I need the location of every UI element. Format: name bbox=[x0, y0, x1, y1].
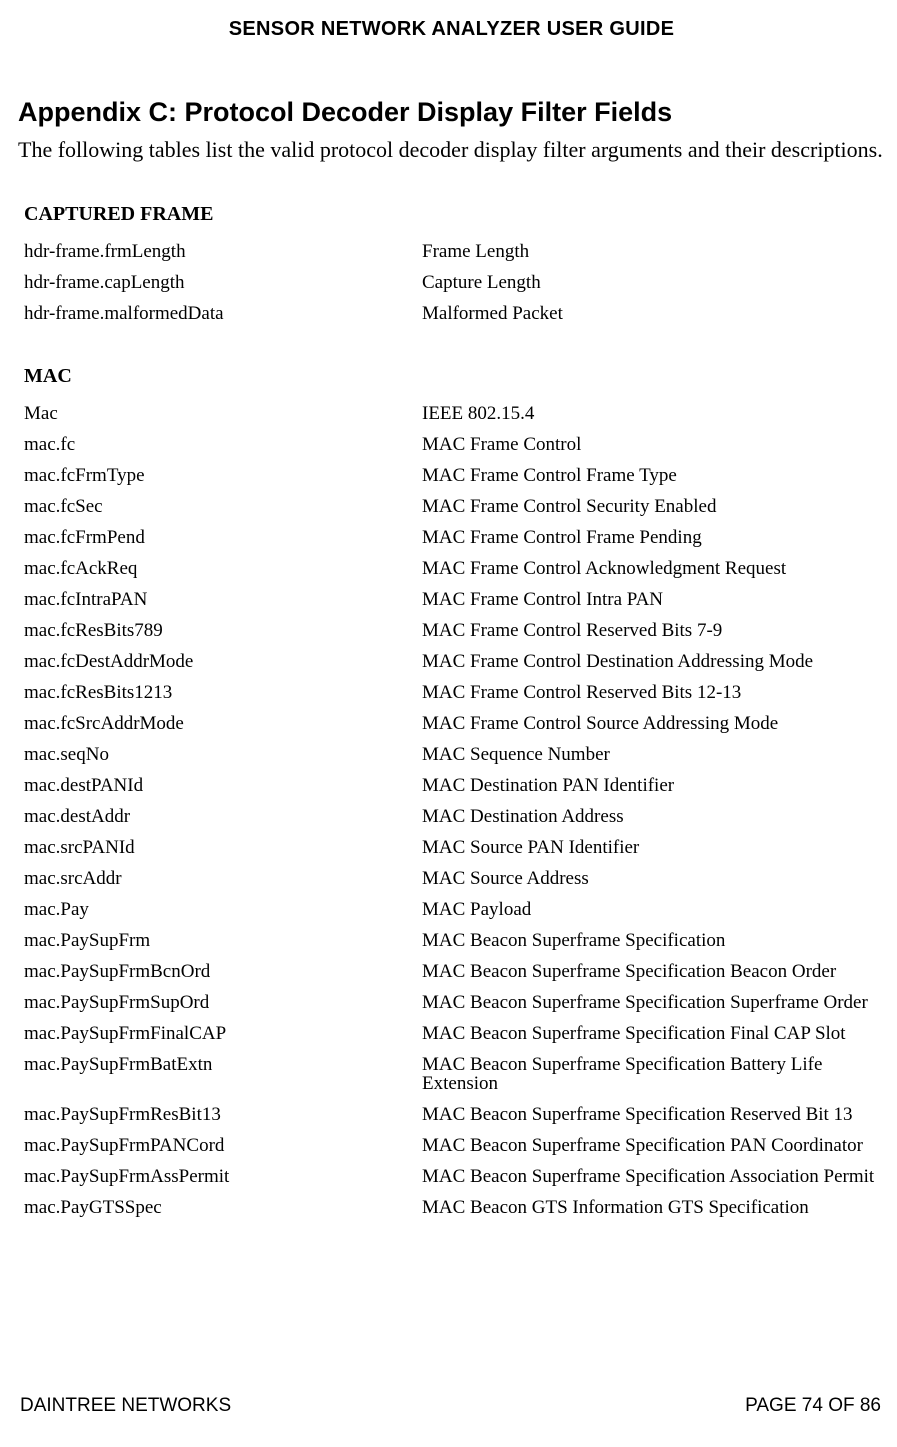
field-name-cell: mac.srcAddr bbox=[24, 869, 422, 888]
table-row: mac.fcFrmPendMAC Frame Control Frame Pen… bbox=[24, 522, 885, 553]
field-desc-cell: MAC Frame Control Source Addressing Mode bbox=[422, 714, 885, 733]
field-name-cell: mac.seqNo bbox=[24, 745, 422, 764]
field-desc-cell: MAC Sequence Number bbox=[422, 745, 885, 764]
field-name-cell: mac.destPANId bbox=[24, 776, 422, 795]
table-row: mac.fcResBits789MAC Frame Control Reserv… bbox=[24, 615, 885, 646]
field-name-cell: mac.PayGTSSpec bbox=[24, 1198, 422, 1217]
field-desc-cell: MAC Beacon Superframe Specification PAN … bbox=[422, 1136, 885, 1155]
field-desc-cell: MAC Destination PAN Identifier bbox=[422, 776, 885, 795]
field-desc-cell: MAC Frame Control Intra PAN bbox=[422, 590, 885, 609]
section-heading: MAC bbox=[24, 365, 885, 388]
table-row: mac.PaySupFrmBcnOrdMAC Beacon Superframe… bbox=[24, 956, 885, 987]
table-row: mac.PaySupFrmFinalCAPMAC Beacon Superfra… bbox=[24, 1018, 885, 1049]
field-desc-cell: MAC Beacon Superframe Specification Asso… bbox=[422, 1167, 885, 1186]
field-name-cell: hdr-frame.frmLength bbox=[24, 242, 422, 261]
field-name-cell: mac.fcFrmPend bbox=[24, 528, 422, 547]
table-row: mac.fcSecMAC Frame Control Security Enab… bbox=[24, 491, 885, 522]
field-desc-cell: MAC Beacon Superframe Specification Rese… bbox=[422, 1105, 885, 1124]
field-desc-cell: MAC Beacon Superframe Specification Batt… bbox=[422, 1055, 885, 1093]
footer-page-number: PAGE 74 OF 86 bbox=[745, 1395, 881, 1417]
field-desc-cell: MAC Beacon Superframe Specification bbox=[422, 931, 885, 950]
field-desc-cell: MAC Frame Control Frame Pending bbox=[422, 528, 885, 547]
field-name-cell: mac.fcDestAddrMode bbox=[24, 652, 422, 671]
field-name-cell: mac.Pay bbox=[24, 900, 422, 919]
table-row: mac.fcFrmTypeMAC Frame Control Frame Typ… bbox=[24, 460, 885, 491]
table-row: mac.fcIntraPANMAC Frame Control Intra PA… bbox=[24, 584, 885, 615]
table-row: mac.PaySupFrmAssPermitMAC Beacon Superfr… bbox=[24, 1161, 885, 1192]
field-desc-cell: Capture Length bbox=[422, 273, 885, 292]
table-row: mac.PayMAC Payload bbox=[24, 894, 885, 925]
field-name-cell: mac.PaySupFrmAssPermit bbox=[24, 1167, 422, 1186]
table-section: CAPTURED FRAME hdr-frame.frmLengthFrame L… bbox=[18, 203, 885, 329]
appendix-intro: The following tables list the valid prot… bbox=[18, 136, 885, 165]
table-row: hdr-frame.capLengthCapture Length bbox=[24, 267, 885, 298]
field-desc-cell: MAC Destination Address bbox=[422, 807, 885, 826]
field-name-cell: mac.PaySupFrmBatExtn bbox=[24, 1055, 422, 1093]
field-desc-cell: MAC Source Address bbox=[422, 869, 885, 888]
field-name-cell: mac.PaySupFrm bbox=[24, 931, 422, 950]
field-name-cell: mac.fcResBits1213 bbox=[24, 683, 422, 702]
table-row: mac.PaySupFrmSupOrdMAC Beacon Superframe… bbox=[24, 987, 885, 1018]
field-name-cell: mac.fc bbox=[24, 435, 422, 454]
field-desc-cell: MAC Frame Control Reserved Bits 7-9 bbox=[422, 621, 885, 640]
table-row: mac.PaySupFrmResBit13MAC Beacon Superfra… bbox=[24, 1099, 885, 1130]
table-row: mac.srcAddrMAC Source Address bbox=[24, 863, 885, 894]
table-row: mac.PayGTSSpecMAC Beacon GTS Information… bbox=[24, 1192, 885, 1223]
table-section: MACMacIEEE 802.15.4mac.fcMAC Frame Contr… bbox=[18, 365, 885, 1223]
field-name-cell: mac.PaySupFrmResBit13 bbox=[24, 1105, 422, 1124]
footer-company: DAINTREE NETWORKS bbox=[20, 1395, 231, 1417]
field-desc-cell: MAC Frame Control Security Enabled bbox=[422, 497, 885, 516]
table-row: mac.srcPANIdMAC Source PAN Identifier bbox=[24, 832, 885, 863]
field-desc-cell: IEEE 802.15.4 bbox=[422, 404, 885, 423]
field-name-cell: mac.srcPANId bbox=[24, 838, 422, 857]
table-row: MacIEEE 802.15.4 bbox=[24, 398, 885, 429]
field-name-cell: hdr-frame.capLength bbox=[24, 273, 422, 292]
field-desc-cell: MAC Beacon Superframe Specification Fina… bbox=[422, 1024, 885, 1043]
table-row: mac.PaySupFrmMAC Beacon Superframe Speci… bbox=[24, 925, 885, 956]
field-name-cell: mac.PaySupFrmSupOrd bbox=[24, 993, 422, 1012]
field-name-cell: mac.fcFrmType bbox=[24, 466, 422, 485]
field-desc-cell: MAC Payload bbox=[422, 900, 885, 919]
table-row: hdr-frame.frmLengthFrame Length bbox=[24, 236, 885, 267]
document-header-title: SENSOR NETWORK ANALYZER USER GUIDE bbox=[18, 18, 885, 41]
field-desc-cell: Frame Length bbox=[422, 242, 885, 261]
field-name-cell: mac.PaySupFrmPANCord bbox=[24, 1136, 422, 1155]
appendix-title: Appendix C: Protocol Decoder Display Fil… bbox=[18, 97, 885, 128]
field-desc-cell: MAC Beacon Superframe Specification Supe… bbox=[422, 993, 885, 1012]
table-row: mac.PaySupFrmPANCordMAC Beacon Superfram… bbox=[24, 1130, 885, 1161]
table-row: mac.destAddrMAC Destination Address bbox=[24, 801, 885, 832]
field-name-cell: mac.PaySupFrmFinalCAP bbox=[24, 1024, 422, 1043]
page-footer: DAINTREE NETWORKS PAGE 74 OF 86 bbox=[20, 1395, 881, 1417]
field-desc-cell: MAC Frame Control Acknowledgment Request bbox=[422, 559, 885, 578]
table-row: mac.fcResBits1213MAC Frame Control Reser… bbox=[24, 677, 885, 708]
field-name-cell: hdr-frame.malformedData bbox=[24, 304, 422, 323]
field-desc-cell: MAC Beacon GTS Information GTS Specifica… bbox=[422, 1198, 885, 1217]
field-name-cell: mac.fcSrcAddrMode bbox=[24, 714, 422, 733]
field-name-cell: mac.fcSec bbox=[24, 497, 422, 516]
field-name-cell: mac.fcIntraPAN bbox=[24, 590, 422, 609]
field-name-cell: mac.fcAckReq bbox=[24, 559, 422, 578]
field-name-cell: mac.fcResBits789 bbox=[24, 621, 422, 640]
field-name-cell: mac.PaySupFrmBcnOrd bbox=[24, 962, 422, 981]
table-row: mac.destPANIdMAC Destination PAN Identif… bbox=[24, 770, 885, 801]
field-desc-cell: MAC Frame Control bbox=[422, 435, 885, 454]
section-heading: CAPTURED FRAME bbox=[24, 203, 885, 226]
table-row: mac.PaySupFrmBatExtnMAC Beacon Superfram… bbox=[24, 1049, 885, 1099]
field-desc-cell: MAC Frame Control Frame Type bbox=[422, 466, 885, 485]
field-desc-cell: MAC Frame Control Destination Addressing… bbox=[422, 652, 885, 671]
field-desc-cell: MAC Frame Control Reserved Bits 12-13 bbox=[422, 683, 885, 702]
field-desc-cell: Malformed Packet bbox=[422, 304, 885, 323]
field-name-cell: Mac bbox=[24, 404, 422, 423]
table-row: mac.seqNoMAC Sequence Number bbox=[24, 739, 885, 770]
field-name-cell: mac.destAddr bbox=[24, 807, 422, 826]
field-desc-cell: MAC Beacon Superframe Specification Beac… bbox=[422, 962, 885, 981]
table-row: mac.fcDestAddrModeMAC Frame Control Dest… bbox=[24, 646, 885, 677]
field-desc-cell: MAC Source PAN Identifier bbox=[422, 838, 885, 857]
table-row: hdr-frame.malformedDataMalformed Packet bbox=[24, 298, 885, 329]
table-row: mac.fcMAC Frame Control bbox=[24, 429, 885, 460]
table-row: mac.fcAckReqMAC Frame Control Acknowledg… bbox=[24, 553, 885, 584]
table-row: mac.fcSrcAddrModeMAC Frame Control Sourc… bbox=[24, 708, 885, 739]
